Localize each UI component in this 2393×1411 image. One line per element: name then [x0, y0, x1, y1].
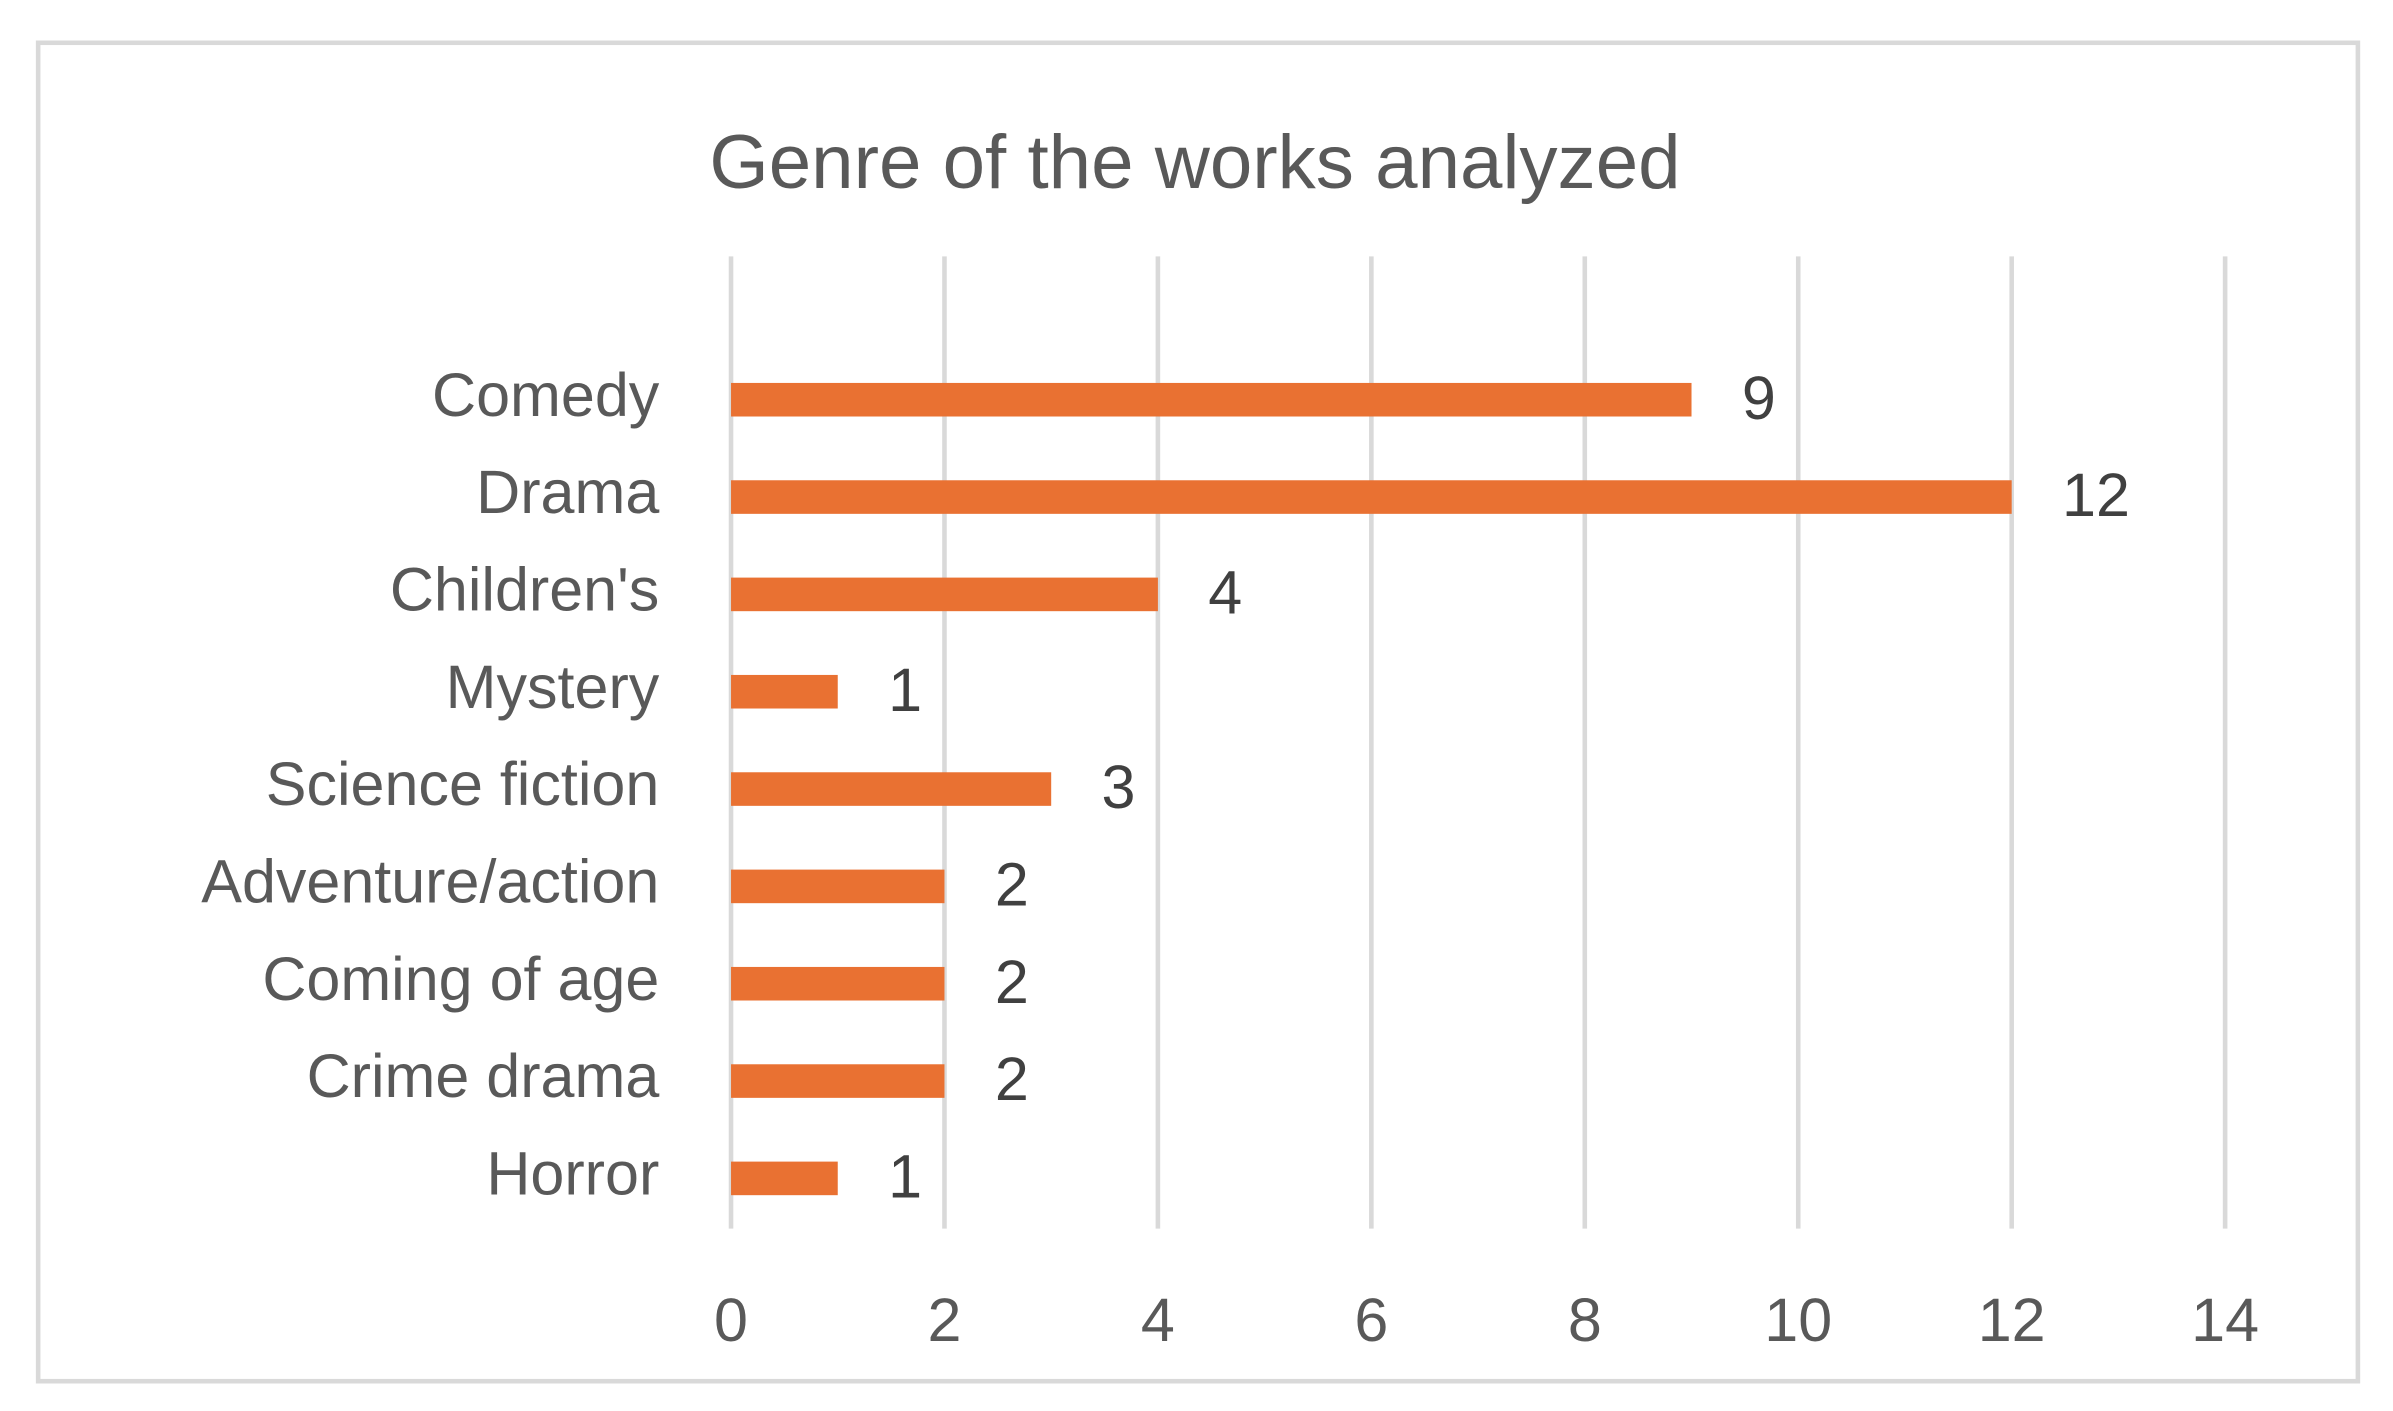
x-tick-label: 6 — [1354, 1286, 1388, 1354]
bar — [731, 382, 1692, 417]
bar — [731, 480, 2012, 514]
data-label: 2 — [995, 948, 1029, 1016]
data-label: 1 — [888, 1143, 922, 1211]
chart-title: Genre of the works analyzed — [709, 120, 1680, 205]
y-tick-label: Comedy — [432, 361, 660, 429]
y-tick-label: Science fiction — [266, 750, 660, 818]
y-tick-label: Mystery — [446, 653, 660, 721]
data-label: 3 — [1102, 753, 1136, 821]
x-tick-label: 4 — [1141, 1286, 1175, 1354]
data-label: 1 — [888, 656, 922, 724]
data-label: 9 — [1742, 364, 1776, 432]
y-tick-label: Crime drama — [307, 1042, 660, 1110]
y-tick-label: Horror — [486, 1140, 659, 1208]
bar — [731, 1064, 945, 1098]
bar — [731, 966, 945, 1001]
data-label: 4 — [1208, 559, 1242, 627]
data-label: 12 — [2062, 461, 2130, 529]
y-tick-label: Drama — [476, 458, 659, 526]
x-tick-label: 10 — [1764, 1286, 1832, 1354]
x-tick-label: 14 — [2191, 1286, 2259, 1354]
chart-border — [35, 40, 2361, 1384]
x-tick-label: 2 — [927, 1286, 961, 1354]
y-tick-label: Adventure/action — [201, 848, 659, 916]
y-tick-label: Coming of age — [262, 945, 659, 1013]
data-label: 2 — [995, 1045, 1029, 1113]
bar — [731, 869, 945, 904]
data-label: 2 — [995, 851, 1029, 919]
bar — [731, 772, 1052, 806]
x-tick-label: 8 — [1568, 1286, 1602, 1354]
x-tick-label: 0 — [714, 1286, 748, 1354]
x-tick-label: 12 — [1978, 1286, 2046, 1354]
bar — [731, 674, 838, 709]
bar — [731, 577, 1158, 612]
y-tick-label: Children's — [390, 556, 659, 624]
bar — [731, 1161, 838, 1196]
